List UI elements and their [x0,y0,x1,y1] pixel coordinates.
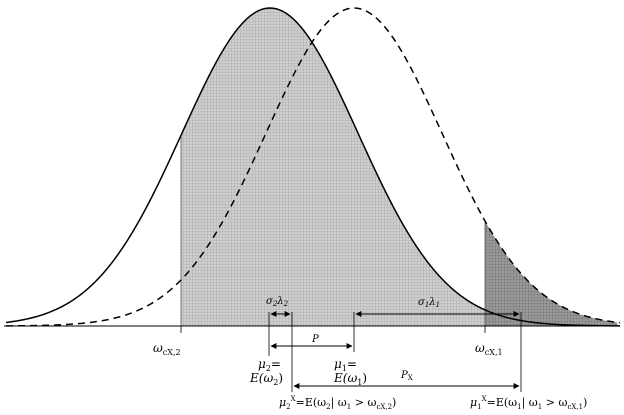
label-mu1-line1: μ1= [334,357,357,373]
shaded-area-truncated-1 [485,220,618,326]
label-mu2-line2: E(ω2) [249,371,283,387]
label-Px: PX [400,370,413,382]
label-mu1-line2: E(ω1) [333,371,367,387]
label-mu2-line1: μ2= [258,357,281,373]
label-mu2x-expression: μ2X=E(ω2| ω1 > ωcX,2) [279,395,396,411]
label-sigma1-lambda1: σ1λ1 [418,297,440,309]
label-P: P [311,334,319,345]
shaded-area-truncated-2 [181,8,618,327]
label-mu1x-expression: μ1X=E(ω1| ω1 > ωcX,1) [470,395,587,411]
curve-distribution-1 [5,7,621,327]
label-omega-c2: ωcX,2 [153,341,181,357]
label-sigma2-lambda2: σ2λ2 [266,296,289,308]
label-omega-c1: ωcX,1 [475,341,503,357]
curve-distribution-2 [5,7,621,327]
